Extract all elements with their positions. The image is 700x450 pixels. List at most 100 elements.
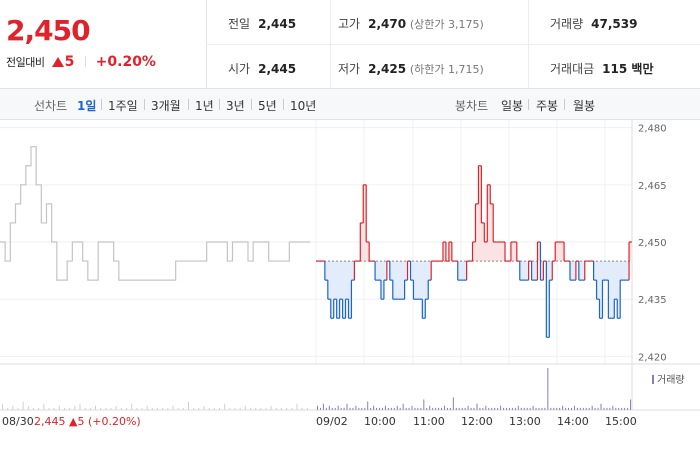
info-open: 시가 2,445	[228, 60, 296, 77]
volume-bar	[286, 407, 288, 410]
y-tick-label: 2,480	[638, 124, 667, 135]
volume-bar	[167, 407, 169, 410]
volume-legend-label: 거래량	[657, 375, 685, 386]
volume-bar	[529, 407, 531, 410]
volume-bar	[458, 407, 460, 410]
fill-above-baseline	[360, 222, 364, 262]
fill-below-baseline	[380, 261, 385, 300]
volume-bar	[627, 407, 629, 410]
volume-bar	[585, 407, 587, 410]
volume-bar	[464, 407, 466, 410]
price-chart: 2,480 2,465 2,450 2,435 2,420	[0, 120, 700, 411]
volume-bar	[562, 405, 564, 410]
prev-change: 5	[77, 415, 85, 428]
fill-above-baseline	[496, 242, 500, 262]
time-axis: 08/30 2,445 ▲5 (+0.20%) 09/02 10:00 11:0…	[0, 412, 700, 450]
volume-bar	[131, 403, 133, 410]
volume-bar	[84, 407, 86, 410]
fill-below-baseline	[605, 261, 609, 281]
line-chart-label: 선차트	[34, 99, 68, 113]
info-value: 2,445	[258, 17, 297, 31]
tab-1y[interactable]: 1년	[195, 99, 214, 113]
fill-above-baseline	[475, 203, 479, 262]
tab-daily-candle[interactable]: 일봉	[501, 99, 524, 113]
volume-bar	[157, 407, 158, 410]
volume-bar	[275, 407, 277, 410]
change-row: 전일대비 5 +0.20%	[6, 54, 156, 70]
volume-bar	[358, 407, 360, 410]
fill-above-baseline	[493, 242, 497, 262]
fill-below-baseline	[614, 261, 618, 300]
volume-bar	[317, 405, 318, 410]
fill-below-baseline	[626, 261, 630, 281]
volume-bar	[346, 403, 348, 410]
volume-bar	[438, 407, 440, 410]
divider	[188, 99, 189, 110]
volume-bar	[355, 405, 357, 410]
volume-bar	[511, 407, 513, 410]
tab-5y[interactable]: 5년	[258, 99, 277, 113]
volume-bar	[120, 407, 122, 410]
volume-bars	[2, 368, 632, 410]
volume-bar	[126, 407, 127, 410]
info-turnover: 거래대금 115 백만	[550, 60, 653, 77]
volume-bar	[532, 405, 534, 410]
fill-above-baseline	[513, 242, 518, 262]
tab-3m[interactable]: 3개월	[151, 99, 181, 113]
tab-10y[interactable]: 10년	[290, 99, 317, 113]
volume-bar	[553, 407, 555, 410]
tab-1w[interactable]: 1주일	[108, 99, 138, 113]
volume-bar	[110, 407, 112, 410]
fill-below-baseline	[540, 261, 544, 281]
volume-bar	[198, 407, 200, 410]
volume-bar	[244, 405, 246, 410]
tab-monthly-candle[interactable]: 월봉	[573, 99, 596, 113]
volume-bar	[443, 405, 445, 410]
fill-above-baseline	[472, 242, 476, 262]
volume-bar	[426, 407, 428, 410]
prev-percent: (+0.20%)	[87, 415, 141, 428]
fill-below-baseline	[389, 261, 394, 281]
tab-weekly-candle[interactable]: 주봉	[536, 99, 559, 113]
fill-below-baseline	[460, 261, 464, 281]
volume-bar	[514, 407, 516, 410]
volume-bar	[606, 407, 608, 410]
fill-below-baseline	[413, 261, 417, 300]
volume-bar	[136, 407, 138, 410]
fill-below-baseline	[611, 261, 615, 319]
volume-legend-swatch	[652, 375, 654, 384]
fill-above-baseline	[502, 242, 506, 262]
divider	[283, 99, 284, 110]
volume-bar	[420, 407, 422, 410]
fill-below-baseline	[578, 261, 583, 281]
info-value: 2,425	[368, 62, 407, 76]
fill-below-baseline	[410, 261, 414, 281]
fill-above-baseline	[442, 242, 447, 262]
fill-below-baseline	[401, 261, 405, 300]
change-label: 전일대비	[6, 56, 45, 69]
tab-3y[interactable]: 3년	[226, 99, 245, 113]
volume-bar	[69, 407, 71, 410]
fill-below-baseline	[519, 261, 524, 281]
info-volume: 거래량 47,539	[550, 15, 637, 32]
y-tick-label: 2,450	[638, 238, 667, 249]
tab-1d[interactable]: 1일	[77, 99, 97, 113]
fill-below-baseline	[378, 261, 382, 281]
volume-bar	[556, 407, 558, 410]
volume-bar	[260, 407, 262, 410]
divider	[528, 99, 529, 110]
fill-below-baseline	[617, 261, 621, 319]
volume-legend: 거래량	[652, 371, 685, 386]
volume-bar	[219, 407, 220, 410]
volume-bar	[296, 403, 298, 410]
fill-below-baseline	[327, 261, 332, 300]
volume-bar	[503, 407, 505, 410]
change-percent: +0.20%	[95, 54, 156, 70]
volume-bar	[520, 407, 522, 410]
volume-bar	[597, 407, 599, 410]
volume-bar	[432, 407, 434, 410]
fill-below-baseline	[596, 261, 600, 300]
fill-below-baseline	[425, 261, 429, 300]
volume-bar	[340, 407, 342, 410]
volume-bar	[576, 407, 578, 410]
